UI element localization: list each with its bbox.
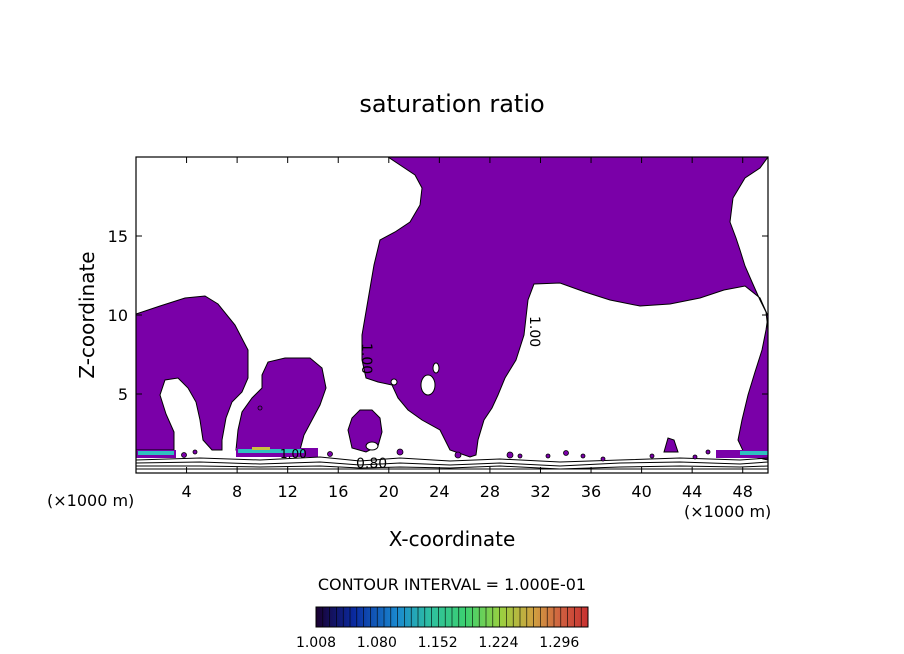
contour-label: 1.00 [526, 316, 542, 347]
x-tick-label: 36 [581, 482, 601, 501]
x-tick-label: 24 [429, 482, 449, 501]
saturated-region-small [347, 409, 383, 453]
y-tick-label: 5 [118, 385, 128, 404]
x-tick-label: 12 [278, 482, 298, 501]
colorbar-tick-label: 1.008 [296, 635, 336, 651]
colorbar-ticks: 1.008 1.080 1.152 1.224 1.296 [296, 607, 582, 651]
x-tick-label: 20 [379, 482, 399, 501]
colorbar-tick-label: 1.296 [539, 635, 579, 651]
contour-label: 1.00 [280, 447, 307, 461]
x-unit-right: (×1000 m) [684, 502, 771, 521]
x-tick-label: 8 [232, 482, 242, 501]
saturated-region-center [361, 157, 768, 461]
x-tick-label: 40 [631, 482, 651, 501]
x-tick-label: 16 [328, 482, 348, 501]
y-tick-label: 15 [108, 227, 128, 246]
clear-hole-2 [432, 362, 440, 374]
x-tick-label: 32 [530, 482, 550, 501]
clear-hole-1 [420, 374, 436, 396]
scattered-cells [181, 405, 711, 462]
x-tick-label: 48 [733, 482, 753, 501]
surface-band-right-cyan [740, 451, 768, 455]
x-tick-label: 28 [480, 482, 500, 501]
x-axis-title: X-coordinate [389, 527, 516, 551]
colorbar-tick-label: 1.080 [357, 635, 397, 651]
surface-band-left-cyan [138, 451, 174, 455]
saturated-region-lobe [235, 357, 327, 451]
saturated-region-main [136, 295, 249, 451]
x-tick-label: 44 [682, 482, 702, 501]
y-tick-label: 10 [108, 306, 128, 325]
y-axis: 5 10 15 [108, 227, 768, 404]
colorbar-tick-label: 1.224 [478, 635, 518, 651]
x-tick-label: 4 [181, 482, 191, 501]
plot-area [136, 157, 768, 473]
surface-band-mid-yellow [252, 447, 270, 450]
chart-title: saturation ratio [359, 90, 544, 118]
clear-hole-4 [365, 441, 379, 451]
colorbar-tick-label: 1.152 [418, 635, 458, 651]
contour-interval-text: CONTOUR INTERVAL = 1.000E-01 [318, 575, 586, 594]
small-peak-42 [663, 437, 679, 453]
surface-band-mid-cyan [238, 449, 304, 453]
x-unit-left: (×1000 m) [47, 491, 134, 510]
clear-hole-3 [390, 378, 398, 386]
y-axis-title: Z-coordinate [75, 251, 99, 378]
x-axis: 4 8 12 16 20 24 28 32 36 40 44 48 [181, 157, 753, 501]
contour-label: 1.00 [358, 343, 374, 374]
contour-label: 0.80 [356, 456, 387, 472]
surface-contour-lines [136, 456, 768, 470]
